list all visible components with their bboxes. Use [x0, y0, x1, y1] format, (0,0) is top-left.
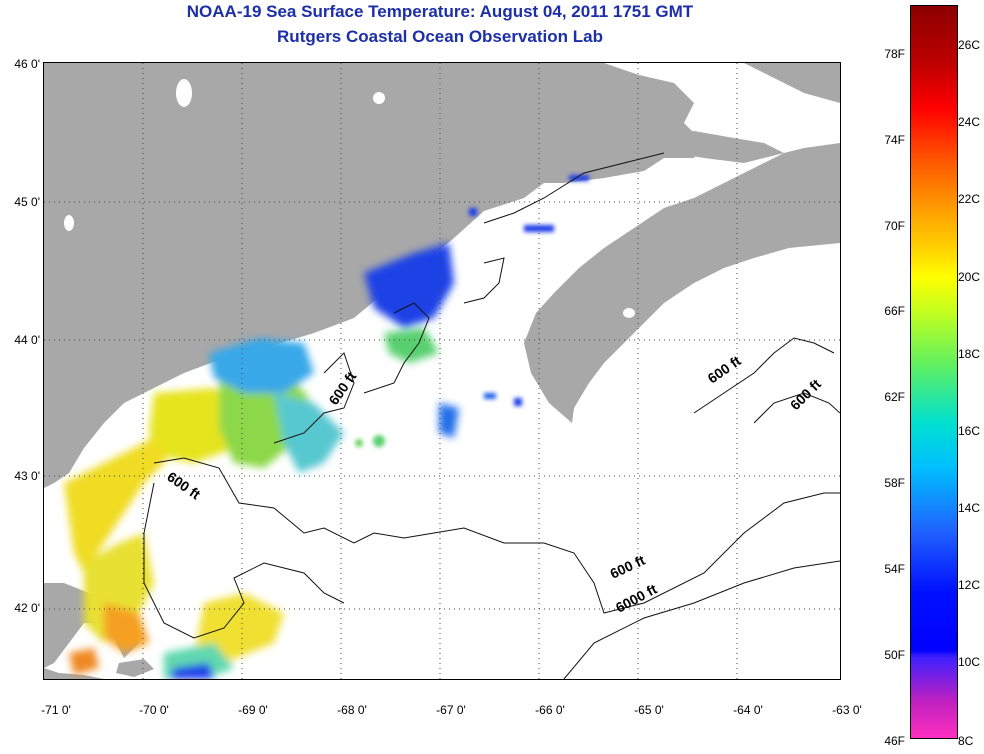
colorbar-c-label: 22C: [958, 192, 981, 206]
colorbar-c-label: 12C: [958, 578, 981, 592]
colorbar-c-label: 10C: [958, 655, 981, 669]
contour-label: 600 ft: [787, 376, 824, 413]
lat-label-44: 44 0': [14, 333, 40, 347]
northern-land: [744, 63, 840, 103]
colorbar-f-label: 74F: [884, 133, 905, 147]
colorbar-c-label: 16C: [958, 424, 981, 438]
map-subtitle: Rutgers Coastal Ocean Observation Lab: [277, 27, 603, 46]
colorbar-f-label: 46F: [884, 734, 905, 748]
colorbar-c-label: 26C: [958, 38, 981, 52]
colorbar-f-label: 50F: [884, 648, 905, 662]
colorbar-c-label: 24C: [958, 115, 981, 129]
lon-label-63: -63 0': [832, 703, 862, 717]
nantucket: [116, 659, 154, 677]
map-canvas: 600 ft 600 ft 600 ft 600 ft 600 ft 6000 …: [44, 63, 840, 679]
sst-field: [64, 243, 459, 679]
colorbar-f-label: 66F: [884, 304, 905, 318]
colorbar-c-label: 8C: [958, 734, 974, 748]
lon-label-71: -71 0': [41, 703, 71, 717]
contour-label: 600 ft: [164, 468, 203, 502]
contour-label: 600 ft: [705, 352, 744, 386]
colorbar-f-label: 62F: [884, 390, 905, 404]
lat-label-45: 45 0': [14, 195, 40, 209]
temperature-colorbar: [910, 5, 958, 739]
contour-label: 600 ft: [608, 552, 648, 582]
lakes: [64, 79, 635, 318]
map-title: NOAA-19 Sea Surface Temperature: August …: [186, 2, 694, 21]
lat-label-46: 46 0': [14, 57, 40, 71]
lon-label-64: -64 0': [733, 703, 763, 717]
colorbar-f-label: 54F: [884, 562, 905, 576]
colorbar-f-label: 70F: [884, 219, 905, 233]
colorbar-c-label: 20C: [958, 270, 981, 284]
colorbar-c-label: 18C: [958, 347, 981, 361]
lon-label-70: -70 0': [139, 703, 169, 717]
colorbar-f-label: 58F: [884, 476, 905, 490]
lon-label-67: -67 0': [436, 703, 466, 717]
colorbar-f-label: 78F: [884, 47, 905, 61]
contour-label: 6000 ft: [613, 581, 660, 616]
lon-label-68: -68 0': [337, 703, 367, 717]
lon-label-69: -69 0': [238, 703, 268, 717]
lat-label-42: 42 0': [14, 601, 40, 615]
contour-label: 600 ft: [325, 368, 359, 407]
lat-label-43: 43 0': [14, 469, 40, 483]
colorbar-c-label: 14C: [958, 501, 981, 515]
sst-map: 600 ft 600 ft 600 ft 600 ft 600 ft 6000 …: [43, 62, 841, 680]
cape-cod: [44, 583, 139, 668]
lon-label-66: -66 0': [535, 703, 565, 717]
pei-island: [656, 131, 784, 163]
southern-shore: [44, 668, 104, 679]
nova-scotia: [524, 143, 840, 423]
lon-label-65: -65 0': [634, 703, 664, 717]
depth-contours: [143, 152, 840, 679]
